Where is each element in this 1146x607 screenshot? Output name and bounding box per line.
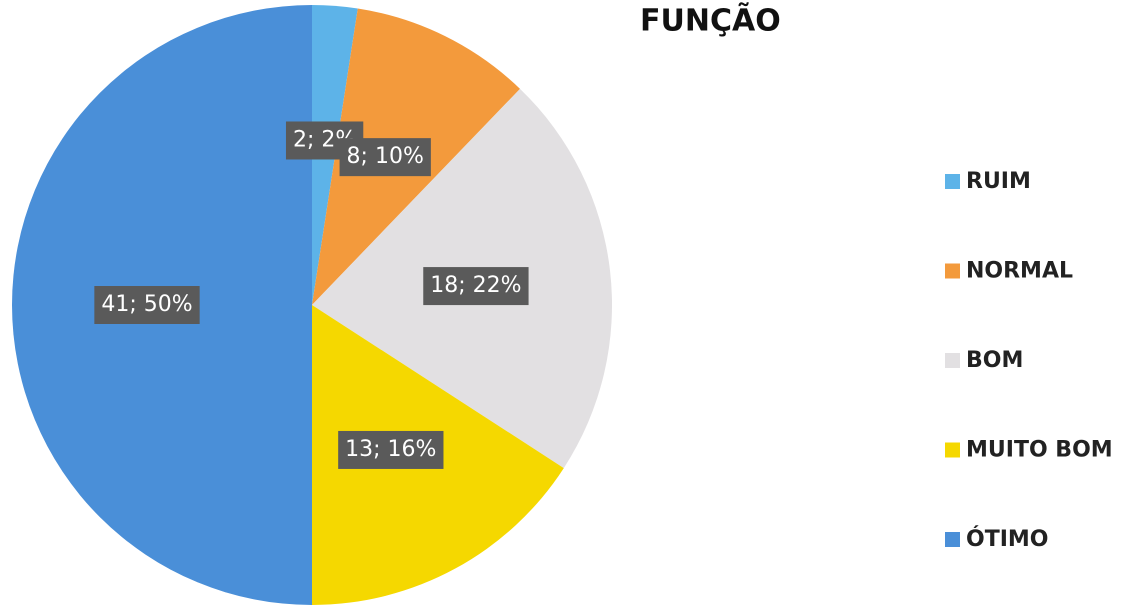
data-label-text: 13; 16% <box>345 437 436 462</box>
legend-label: NORMAL <box>966 259 1073 284</box>
data-label: 13; 16% <box>338 430 444 469</box>
data-label: 8; 10% <box>339 138 431 177</box>
data-label: 41; 50% <box>94 286 200 324</box>
data-label-box <box>94 286 200 324</box>
data-label-text: 41; 50% <box>101 292 192 317</box>
legend-swatch <box>945 174 960 189</box>
data-label-box <box>339 138 431 177</box>
data-label-text: 8; 10% <box>347 144 424 169</box>
data-label-box <box>423 267 529 306</box>
legend-swatch <box>945 442 960 458</box>
legend-label: BOM <box>966 348 1023 373</box>
chart-title: FUNÇÃO <box>640 2 781 39</box>
data-label-text: 18; 22% <box>430 273 521 298</box>
data-label-box <box>338 430 444 469</box>
legend-swatch <box>945 353 960 368</box>
legend-swatch <box>945 532 960 547</box>
legend-swatch <box>945 263 960 279</box>
data-label: 18; 22% <box>423 267 529 306</box>
legend-label: MUITO BOM <box>966 438 1113 463</box>
legend-label: RUIM <box>966 169 1031 194</box>
legend-label: ÓTIMO <box>966 526 1049 552</box>
